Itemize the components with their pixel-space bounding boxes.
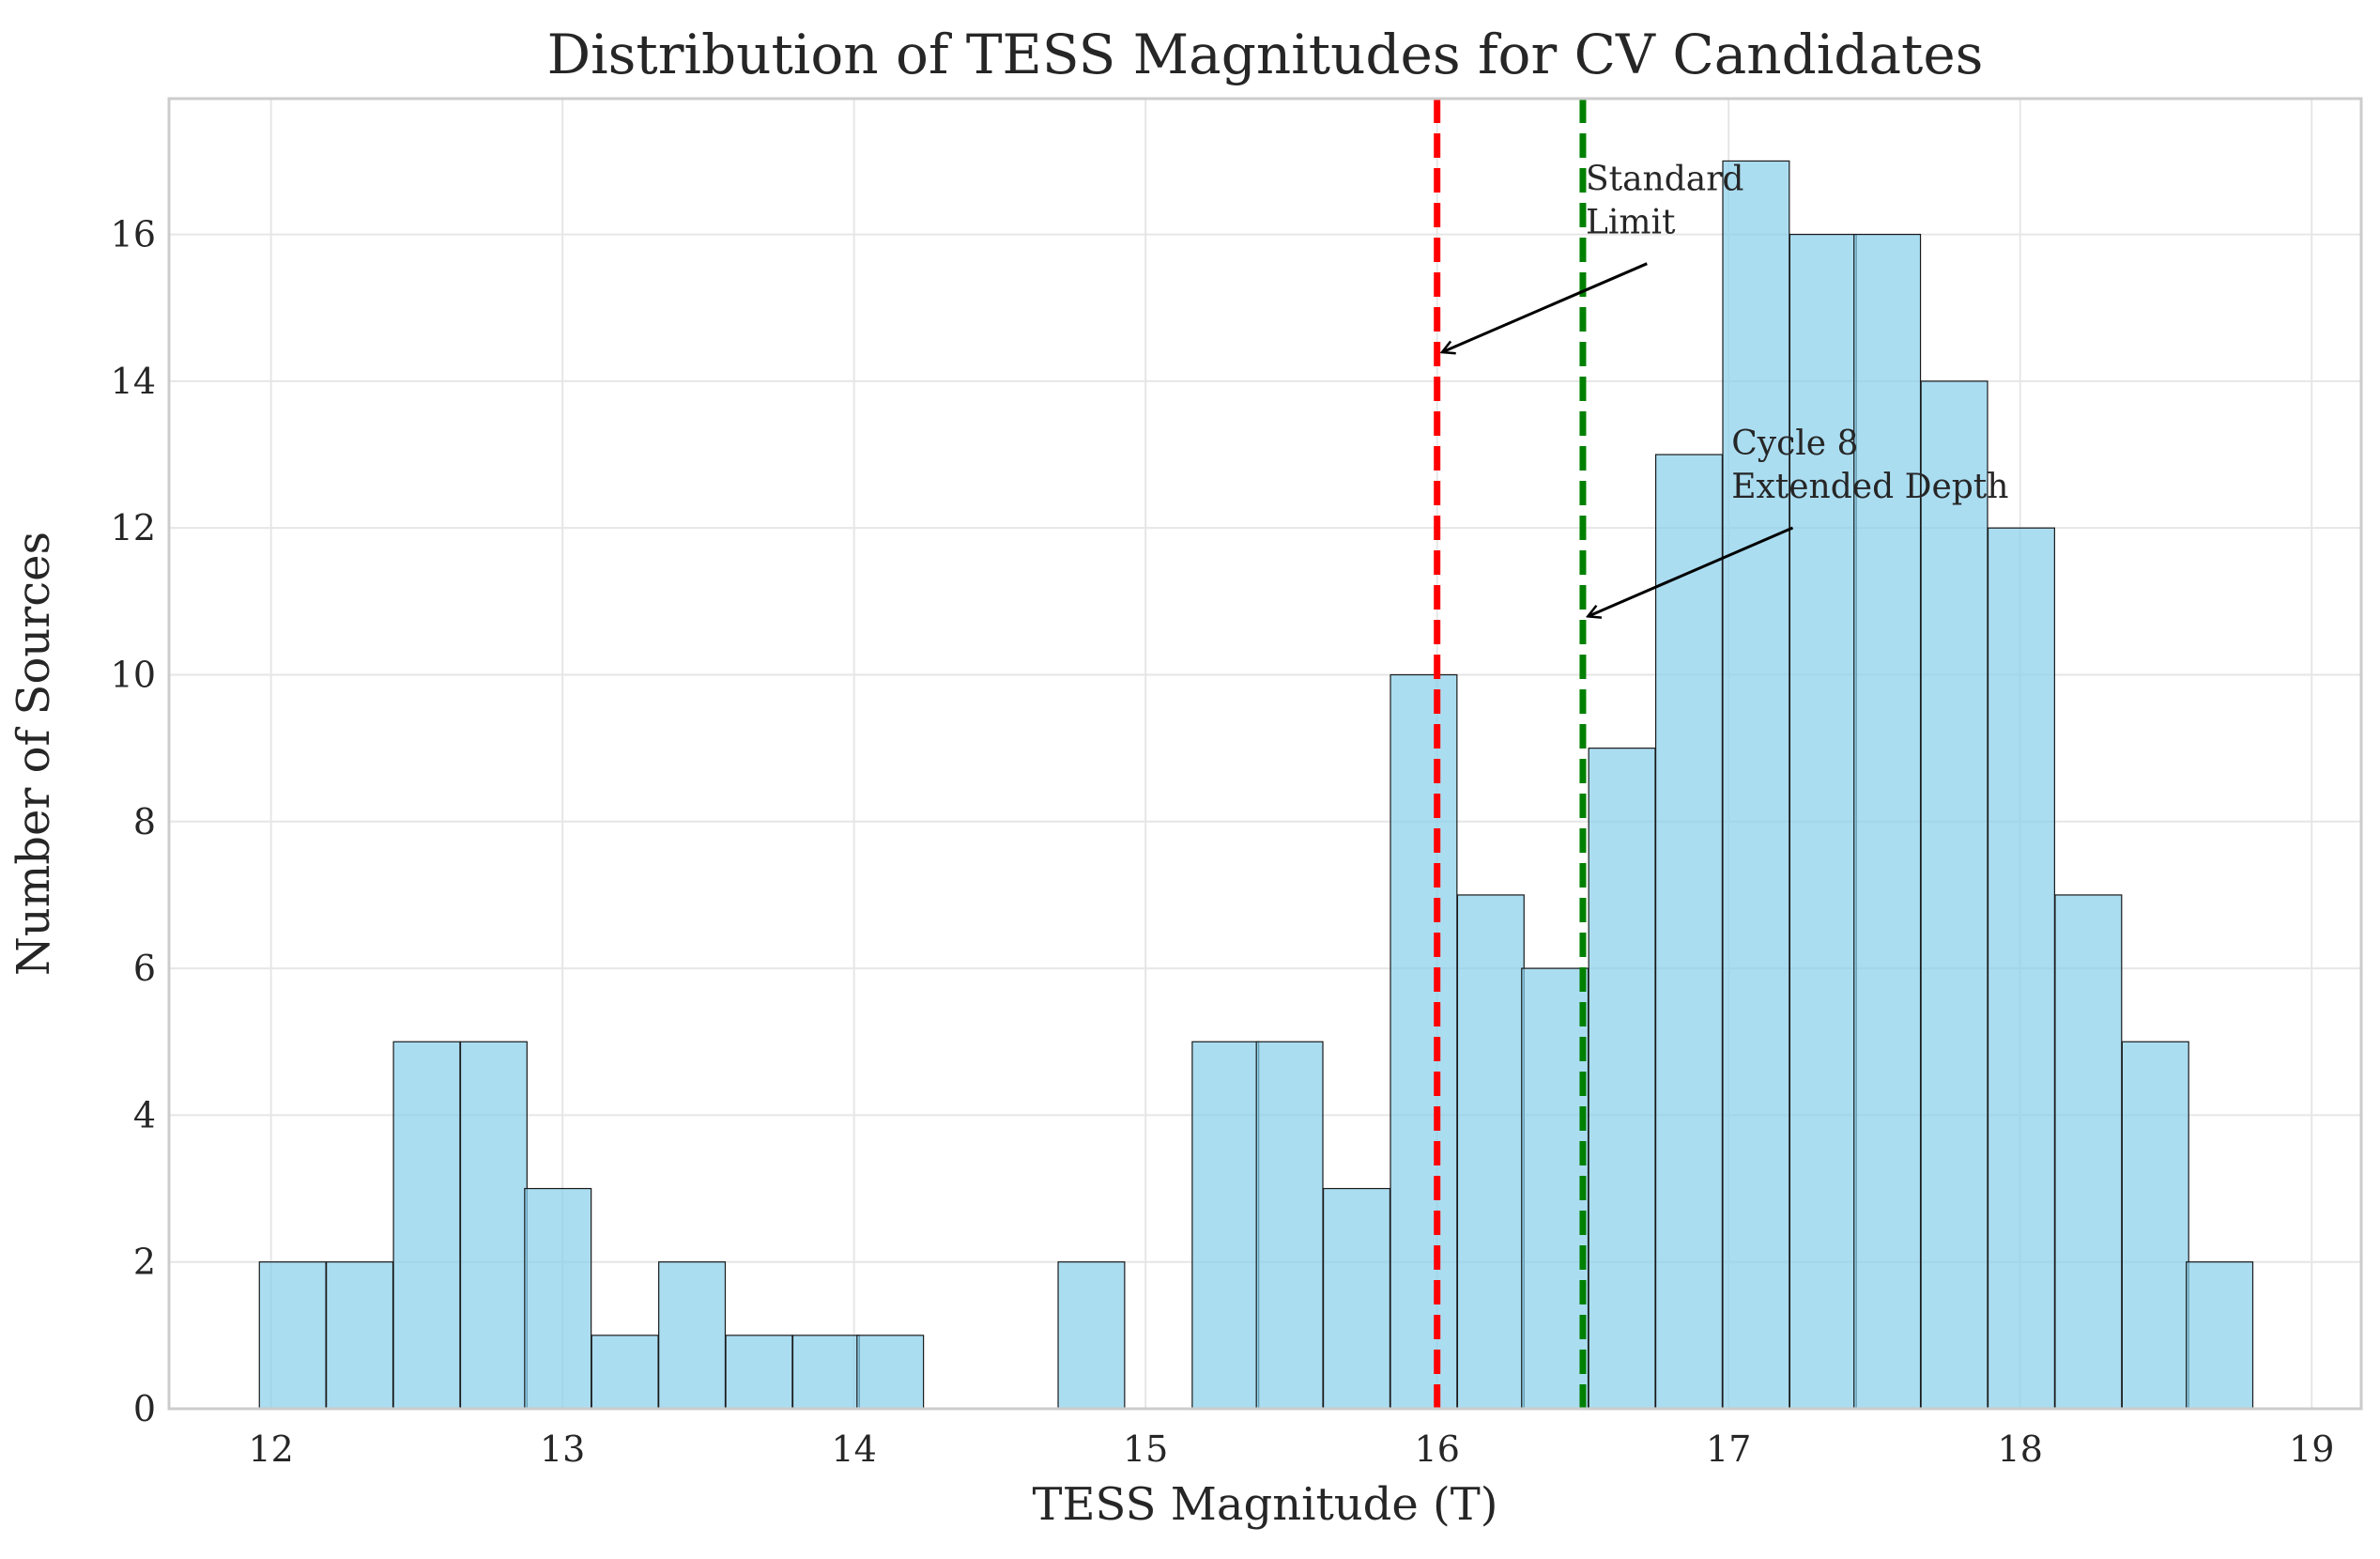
histogram-bar [2054, 894, 2123, 1410]
annotation-line: Cycle 8 [1731, 424, 1858, 463]
histogram-bar [1654, 454, 1724, 1410]
histogram-bar [856, 1335, 925, 1410]
chart-title: Distribution of TESS Magnitudes for CV C… [547, 23, 1984, 86]
annotation-line: Extended Depth [1731, 468, 2008, 506]
y-tick-labels: 0 2 4 6 8 10 12 14 16 [111, 214, 156, 1429]
histogram-bar [2121, 1041, 2189, 1410]
y-tick-label: 16 [111, 214, 156, 255]
annotation-line: Standard [1586, 161, 1744, 199]
histogram-bar [1987, 527, 2055, 1410]
y-tick-label: 6 [133, 948, 156, 989]
annotation-arrow [1443, 262, 1648, 352]
histogram-bar [258, 1261, 327, 1410]
histogram-bar [1390, 673, 1458, 1410]
x-tick-labels: 12 13 14 15 16 17 18 19 [248, 1428, 2334, 1470]
annotation-arrow [1589, 526, 1794, 616]
x-tick-label: 19 [2289, 1428, 2334, 1470]
y-tick-label: 4 [133, 1094, 156, 1135]
y-tick-label: 8 [133, 801, 156, 842]
x-tick-label: 18 [1998, 1428, 2043, 1470]
annotation-line: Limit [1586, 204, 1676, 242]
plot-frame [167, 97, 2363, 1411]
y-tick-label: 10 [111, 654, 156, 695]
histogram-bar [1456, 894, 1525, 1410]
annotation-text: Cycle 8 Extended Depth [1731, 424, 2008, 506]
y-tick-label: 12 [111, 507, 156, 548]
histogram-bar [1722, 160, 1790, 1410]
histogram-bars [258, 160, 2254, 1410]
histogram-bar [1191, 1041, 1260, 1410]
x-tick-label: 12 [248, 1428, 293, 1470]
histogram-bar [658, 1261, 727, 1410]
histogram-bar [1853, 233, 1922, 1410]
histogram-bar [1057, 1261, 1126, 1410]
histogram-bar [1521, 967, 1589, 1410]
y-tick-label: 0 [133, 1388, 156, 1429]
histogram-bar [1789, 233, 1857, 1410]
x-tick-label: 13 [540, 1428, 585, 1470]
y-tick-label: 14 [111, 361, 156, 402]
x-tick-label: 15 [1123, 1428, 1168, 1470]
histogram-bar [392, 1041, 461, 1410]
y-axis-label: Number of Sources [8, 532, 60, 976]
histogram-bar [524, 1187, 592, 1410]
annotations: Standard Limit Cycle 8 Extended Depth [1443, 161, 2008, 616]
histogram-bar [791, 1335, 860, 1410]
histogram-bar [1588, 748, 1656, 1410]
x-axis-label: TESS Magnitude (T) [1032, 1478, 1497, 1531]
histogram-bar [326, 1261, 394, 1410]
histogram-bar [1920, 380, 1988, 1410]
y-tick-label: 2 [133, 1242, 156, 1283]
histogram-bar [459, 1041, 528, 1410]
x-tick-label: 14 [832, 1428, 877, 1470]
annotation-text: Standard Limit [1586, 161, 1744, 242]
histogram-bar [1323, 1187, 1391, 1410]
x-tick-label: 16 [1415, 1428, 1460, 1470]
histogram-bar [725, 1335, 793, 1410]
x-tick-label: 17 [1706, 1428, 1751, 1470]
histogram-bar [2186, 1261, 2254, 1410]
threshold-lines [1434, 99, 1587, 1409]
histogram-bar [591, 1335, 659, 1410]
histogram-bar [1255, 1041, 1324, 1410]
